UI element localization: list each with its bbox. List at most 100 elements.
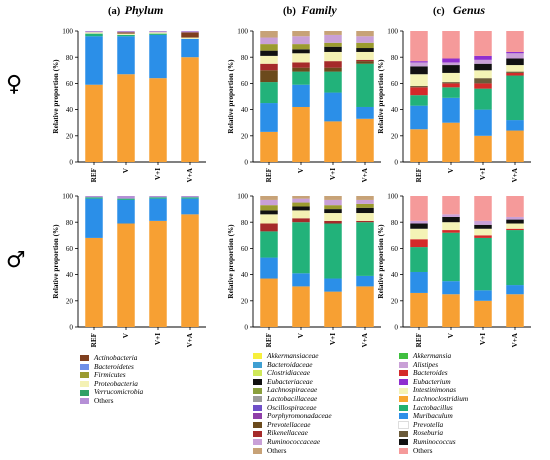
legend-label: Oscillospiraceae [267,402,317,412]
legend-item: Lactobacillaceae [253,394,332,404]
panel-letter-0: (a) [108,6,121,17]
bar-segment-family-female [356,42,374,49]
legend-label: Prevotella [413,419,444,429]
bar-segment-phylum-female [85,31,103,33]
legend-swatch [253,439,262,446]
x-tick-label-phylum-female: V+A [186,167,194,182]
y-tick-label-genus-female: 0 [394,159,398,167]
legend-swatch [80,355,89,362]
bar-segment-genus-male [474,220,492,225]
bar-segment-family-male [292,202,310,207]
bar-segment-family-male [260,210,278,215]
bar-segment-family-female [324,61,342,68]
legend-swatch [399,396,408,403]
bar-segment-genus-male [442,214,460,217]
legend-swatch [398,421,409,430]
x-tick-label-genus-female: V+I [479,168,487,180]
x-tick-label-phylum-male: V+A [186,332,194,347]
bar-segment-genus-female [442,72,460,83]
bar-segment-family-female [356,51,374,60]
bar-segment-phylum-female [85,36,103,85]
legend-swatch [80,372,89,379]
y-tick-label-phylum-female: 0 [69,159,73,167]
bar-segment-genus-male [442,230,460,233]
bar-segment-family-female [356,31,374,37]
bar-segment-family-male [324,199,342,206]
legend-swatch [80,363,89,370]
bar-segment-family-female [292,36,310,45]
x-tick-label-phylum-female: REF [90,167,98,182]
legend-label: Lachnospiraceae [267,385,318,395]
bar-segment-genus-female [474,83,492,89]
bar-segment-family-male [324,220,342,224]
bar-segment-genus-male [442,216,460,223]
bar-segment-phylum-male [149,198,167,221]
panel-title-1: Family [300,3,337,17]
bar-segment-family-male [356,286,374,327]
x-tick-label-phylum-female: V [122,167,130,173]
bar-segment-genus-male [410,228,428,240]
bar-segment-family-female [356,36,374,43]
bar-segment-family-male [260,199,278,206]
legend-item: Verrucomicrobia [80,388,143,397]
bar-segment-genus-male [474,228,492,236]
legend-item: Actinobacteria [80,353,143,363]
bar-segment-genus-female [506,71,524,73]
y-tick-label-family-male: 0 [244,324,248,332]
bar-segment-genus-female [506,130,524,162]
y-tick-label-family-female: 0 [244,159,248,167]
bar-segment-genus-female [474,70,492,79]
bar-segment-family-female [324,46,342,52]
bar-segment-genus-female [442,65,460,73]
bar-segment-family-male [260,196,278,200]
bar-segment-phylum-male [85,198,103,238]
bar-segment-genus-male [506,196,524,217]
bar-segment-genus-male [474,196,492,221]
bar-segment-family-male [292,273,310,287]
x-tick-label-genus-female: V [447,167,455,173]
legend-item: Clostridiaceae [253,369,332,378]
legend-swatch [253,447,262,454]
legend-swatch [80,398,89,405]
bar-segment-genus-male [474,300,492,327]
bar-segment-genus-female [410,105,428,130]
bar-segment-phylum-male [117,223,135,327]
legend-label: Others [94,395,114,405]
bar-segment-family-male [260,214,278,224]
bar-segment-family-female [324,121,342,162]
bar-segment-genus-male [442,232,460,282]
y-tick-label-genus-female: 100 [387,28,398,36]
x-tick-label-family-male: REF [265,332,273,347]
bar-segment-genus-female [410,62,428,67]
bar-segment-phylum-female [149,78,167,162]
bar-segment-genus-female [442,122,460,162]
bar-segment-family-male [260,223,278,232]
y-tick-label-phylum-male: 60 [66,245,74,253]
bar-segment-genus-male [506,294,524,327]
bar-segment-genus-male [506,230,524,286]
legend-item: Eubacterium [399,377,468,387]
bar-segment-phylum-female [85,33,103,37]
legend-swatch [399,439,408,446]
bar-segment-genus-female [506,31,524,52]
bar-segment-genus-female [506,53,524,59]
panel-letter-1: (b) [283,6,296,17]
bar-segment-family-male [324,205,342,210]
bar-segment-phylum-male [85,196,103,198]
x-tick-label-phylum-male: REF [90,332,98,347]
bar-segment-family-male [260,257,278,279]
bar-segment-genus-male [474,290,492,301]
y-tick-label-genus-female: 40 [391,106,399,114]
legend-item: Others [253,446,332,456]
bar-segment-phylum-male [181,196,199,198]
bar-segment-phylum-male [117,196,135,199]
bar-segment-family-female [356,61,374,64]
bar-segment-phylum-female [117,34,135,37]
x-tick-label-family-female: REF [265,167,273,182]
x-tick-label-genus-female: V+A [511,167,519,182]
y-axis-label-genus-female: Relative proportion (%) [377,59,385,134]
bar-segment-genus-male [410,239,428,248]
legend-label: Porphyromonadaceae [267,411,332,421]
legend-label: Alistipes [413,359,439,369]
